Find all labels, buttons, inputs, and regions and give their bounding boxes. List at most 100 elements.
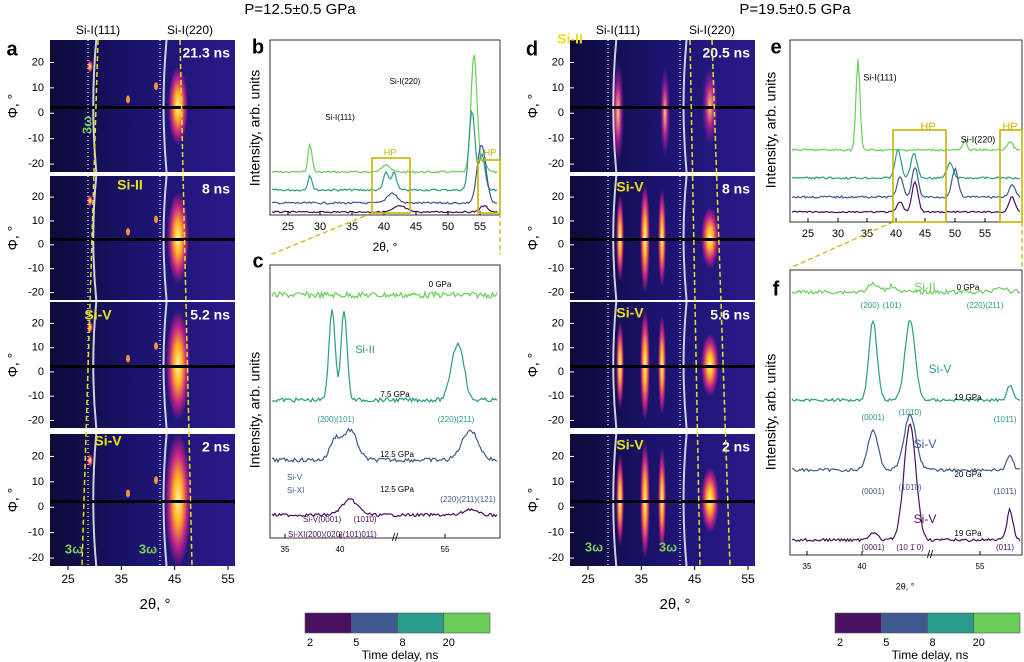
y-axis-label: Φ, ° xyxy=(5,94,21,119)
y-tick-label: 0 xyxy=(558,239,564,251)
colorbar-segment xyxy=(880,612,928,634)
spectrum xyxy=(271,309,498,404)
spectrum xyxy=(791,422,1021,543)
colorbar-tick-label: 8 xyxy=(399,637,405,649)
x-tick-label: 30 xyxy=(314,221,326,233)
y-tick-label: 10 xyxy=(552,82,564,94)
phase-label: Si-II xyxy=(117,177,143,193)
title: P=19.5±0.5 GPa xyxy=(739,1,851,18)
spectrum xyxy=(791,319,1021,403)
annotation: (101̄1) xyxy=(993,415,1016,424)
diffraction-spot xyxy=(126,354,130,363)
peak-label: Si-I(220) xyxy=(689,23,735,37)
annotation: (101̄0) xyxy=(898,483,921,492)
y-tick-label: 0 xyxy=(38,501,44,513)
y-tick-label: 0 xyxy=(558,366,564,378)
spectrum xyxy=(271,109,498,192)
x-tick-label: 35 xyxy=(346,221,358,233)
annotation: Si-I(111) xyxy=(325,113,355,122)
y-tick-label: -10 xyxy=(28,390,44,402)
y-tick-label: -10 xyxy=(28,527,44,539)
annotation: Si-II xyxy=(914,280,935,294)
y-tick-label: -10 xyxy=(28,263,44,275)
y-tick-label: -20 xyxy=(548,552,564,564)
panel-label: d xyxy=(526,38,538,60)
y-tick-label: -10 xyxy=(548,527,564,539)
x-tick-label: 55 xyxy=(221,572,235,586)
annotation: 0 GPa xyxy=(957,283,980,292)
axis-break: // xyxy=(927,549,934,561)
peak-label: Si-I(111) xyxy=(76,23,120,37)
annotation: (220)(211) xyxy=(438,415,475,424)
annotation: 19 GPa xyxy=(954,393,982,402)
shadow-strip xyxy=(570,106,755,109)
y-axis-label: Intensity, arb. units xyxy=(763,72,779,188)
annotation: Si-XI xyxy=(287,486,304,495)
y-axis-label: Φ, ° xyxy=(5,353,21,378)
time-label: 2 ns xyxy=(722,439,750,455)
diffraction-spot xyxy=(154,215,158,224)
x-tick-label: 50 xyxy=(949,228,961,240)
spectrum xyxy=(271,427,498,464)
x-tick-label: 55 xyxy=(976,562,985,571)
x-axis-label: 2θ, ° xyxy=(373,240,398,254)
colorbar-segment xyxy=(304,612,352,634)
x-tick-label: 55 xyxy=(979,228,991,240)
y-axis-label: Φ, ° xyxy=(5,226,21,251)
diffraction-spot xyxy=(87,59,93,73)
x-axis-label: 2θ, ° xyxy=(896,581,915,591)
y-tick-label: 10 xyxy=(32,342,44,354)
phase-label: Si-V xyxy=(94,433,122,449)
spectrum xyxy=(791,166,1021,199)
panel-label: c xyxy=(252,250,263,272)
y-tick-label: -20 xyxy=(548,158,564,170)
plot-frame xyxy=(789,269,1023,556)
hp-box xyxy=(892,129,947,223)
y-tick-label: 0 xyxy=(38,366,44,378)
annotation: Si-V(0001) xyxy=(303,515,342,524)
colorbar-segment xyxy=(397,612,445,634)
shadow-strip xyxy=(570,365,755,368)
zoom-guide xyxy=(789,221,894,269)
annotation: Si-II xyxy=(355,344,375,356)
annotation: 0 GPa xyxy=(429,280,452,289)
x-tick-label: 55 xyxy=(441,545,450,554)
x-tick-label: 45 xyxy=(410,221,422,233)
phase-label: Si-V xyxy=(84,307,112,323)
axis-break: // xyxy=(392,532,399,544)
plot-frame xyxy=(269,264,501,539)
time-label: 21.3 ns xyxy=(183,45,231,61)
annotation: 19 GPa xyxy=(954,529,982,538)
shadow-strip xyxy=(570,500,755,503)
y-tick-label: 20 xyxy=(32,191,44,203)
x-tick-label: 25 xyxy=(802,228,814,240)
colorbar-tick-label: 20 xyxy=(973,637,985,649)
spectrum xyxy=(272,144,498,205)
spectrum xyxy=(271,498,498,518)
spectrum xyxy=(791,281,1021,295)
x-tick-label: 30 xyxy=(832,228,844,240)
y-tick-label: -20 xyxy=(548,414,564,426)
y-tick-label: -20 xyxy=(548,286,564,298)
spectrum xyxy=(791,59,1021,152)
panel-label: a xyxy=(6,38,18,60)
y-tick-label: -20 xyxy=(28,158,44,170)
y-tick-label: -20 xyxy=(28,414,44,426)
x-axis-label: 2θ, ° xyxy=(659,596,690,613)
annotation: HP xyxy=(1002,121,1017,133)
annotation: 12.5 GPa xyxy=(380,450,414,459)
y-tick-label: 20 xyxy=(552,191,564,203)
y-tick-label: 20 xyxy=(552,56,564,68)
diffraction-spot xyxy=(87,453,93,467)
diffraction-spot xyxy=(154,476,158,485)
annotation: Si-V xyxy=(914,512,937,526)
x-tick-label: 45 xyxy=(919,228,931,240)
diffraction-spot xyxy=(126,95,130,104)
annotation: Si-I(220) xyxy=(390,77,421,86)
diffraction-spot xyxy=(154,342,158,350)
annotation: HP xyxy=(484,147,497,157)
diffraction-spot xyxy=(126,489,130,498)
x-tick-label: 25 xyxy=(282,221,294,233)
panel-label: b xyxy=(252,36,264,58)
annotation: (0001) xyxy=(861,413,884,422)
